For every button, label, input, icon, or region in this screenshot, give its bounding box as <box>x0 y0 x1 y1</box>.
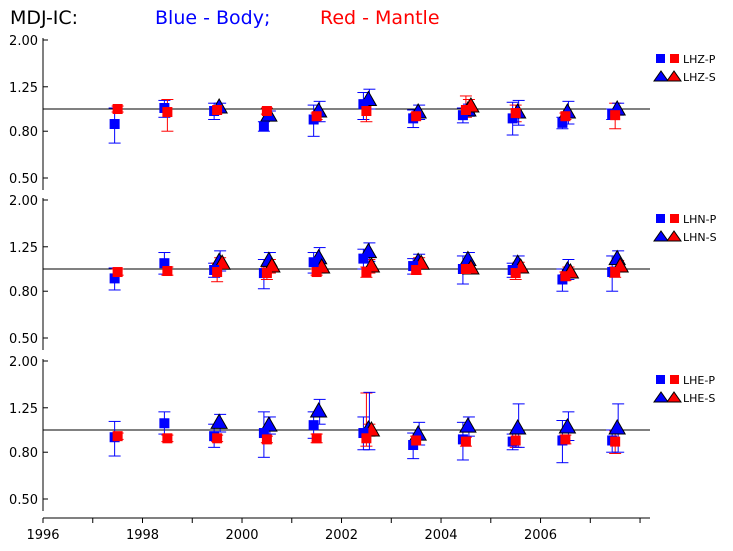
panel-2: 0.50 0.80 1.25 2.00 LHN-P LHN-S <box>9 194 717 350</box>
data-point <box>261 434 272 445</box>
y-tick-label: 0.80 <box>9 125 38 140</box>
y-tick-label: 0.80 <box>9 446 38 461</box>
legend-label: LHN-P <box>683 213 717 226</box>
data-point <box>212 267 223 278</box>
legend-swatch <box>653 230 669 242</box>
y-tick-label: 0.80 <box>9 285 38 300</box>
data-point <box>159 258 170 269</box>
data-point <box>309 402 328 418</box>
data-point <box>361 267 372 278</box>
data-point <box>411 111 422 122</box>
data-point <box>112 431 123 442</box>
y-tick-label: 0.50 <box>9 493 38 508</box>
panel-1: 0.50 0.80 1.25 2.00 LHZ-P LHZ-S <box>9 34 716 190</box>
panel-3: 0.50 0.80 1.25 2.00 LHE-P LHE-S <box>9 355 715 511</box>
data-point <box>212 105 223 116</box>
x-tick-label: 2006 <box>524 528 557 543</box>
data-point <box>358 253 369 264</box>
data-point <box>557 117 568 128</box>
data-point <box>610 436 621 447</box>
data-point <box>460 105 471 116</box>
legend-swatch <box>666 70 682 82</box>
x-tick-label: 2000 <box>225 528 258 543</box>
data-point <box>258 121 269 132</box>
x-tick-label: 2002 <box>325 528 358 543</box>
legend-swatch <box>670 214 679 223</box>
legend-swatch <box>656 54 665 63</box>
data-point <box>109 119 120 130</box>
data-point <box>358 99 369 110</box>
data-point <box>258 428 269 439</box>
data-point <box>510 268 521 279</box>
legend-swatch <box>670 54 679 63</box>
data-point <box>159 418 170 429</box>
data-point <box>610 110 621 121</box>
data-point <box>112 104 123 114</box>
data-point <box>311 111 322 122</box>
data-point <box>162 266 173 277</box>
data-point <box>560 111 571 122</box>
legend-swatch <box>656 214 665 223</box>
y-tick-label: 2.00 <box>9 194 38 209</box>
legend-label: LHZ-P <box>683 53 716 66</box>
y-tick-label: 2.00 <box>9 355 38 370</box>
data-point <box>459 250 477 267</box>
legend-swatch <box>653 391 669 403</box>
x-tick-label: 1996 <box>26 528 59 543</box>
legend-swatch <box>670 375 679 384</box>
data-point <box>411 435 422 446</box>
y-tick-label: 1.25 <box>9 81 38 96</box>
legend-label: LHN-S <box>683 231 717 244</box>
data-point <box>507 113 518 124</box>
data-point <box>411 265 422 276</box>
data-point <box>311 267 322 278</box>
data-point <box>162 107 173 118</box>
chart-title-station: MDJ-IC: <box>10 7 78 29</box>
data-point <box>358 428 369 439</box>
data-point <box>109 273 120 284</box>
data-point <box>261 268 272 279</box>
y-tick-label: 1.25 <box>9 402 38 417</box>
data-point <box>361 433 372 444</box>
y-tick-label: 1.25 <box>9 241 38 256</box>
y-tick-label: 0.50 <box>9 332 38 347</box>
chart-title-body-legend: Blue - Body; <box>155 7 270 29</box>
legend-swatch <box>653 70 669 82</box>
data-point <box>460 264 471 274</box>
data-point <box>510 108 521 119</box>
data-point <box>560 271 571 282</box>
data-point <box>610 267 621 278</box>
data-point <box>210 413 229 429</box>
x-tick-label: 1998 <box>126 528 159 543</box>
data-point <box>510 435 521 446</box>
y-tick-label: 2.00 <box>9 34 38 49</box>
data-point <box>112 267 123 278</box>
data-point <box>558 418 577 434</box>
data-point <box>608 419 627 435</box>
data-point <box>308 257 319 268</box>
data-point <box>459 417 477 433</box>
chart-title-mantle-legend: Red - Mantle <box>320 7 440 29</box>
data-point <box>560 434 571 445</box>
x-tick-label: 2004 <box>424 528 457 543</box>
legend-label: LHE-S <box>683 392 715 405</box>
y-tick-label: 0.50 <box>9 172 38 187</box>
data-point <box>162 433 173 444</box>
data-point <box>361 106 372 117</box>
data-point <box>261 106 272 117</box>
data-point <box>460 436 471 447</box>
data-point <box>508 419 527 435</box>
plot-area: 0.50 0.80 1.25 2.00 LHZ-P LHZ-S 0.50 0.80 1.25 2.… <box>9 34 717 543</box>
data-point <box>457 110 468 121</box>
data-point <box>212 433 223 444</box>
legend-swatch <box>656 375 665 384</box>
legend-label: LHE-P <box>683 374 715 387</box>
data-point <box>311 433 322 444</box>
legend-swatch <box>666 230 682 242</box>
legend-label: LHZ-S <box>683 71 716 84</box>
data-point <box>308 420 319 431</box>
legend-swatch <box>666 391 682 403</box>
